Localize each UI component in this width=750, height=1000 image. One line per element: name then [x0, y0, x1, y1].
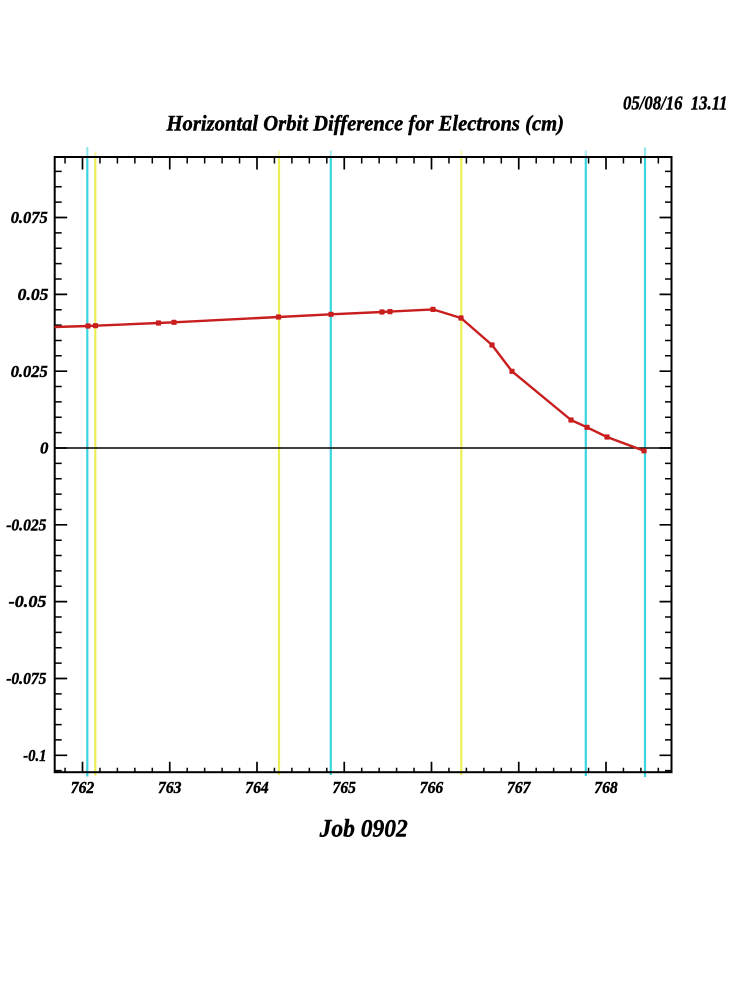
svg-text:765: 765 [333, 778, 357, 797]
svg-text:0.025: 0.025 [11, 362, 48, 381]
svg-text:762: 762 [71, 778, 95, 797]
svg-text:768: 768 [594, 778, 618, 797]
svg-text:-0.075: -0.075 [6, 669, 47, 688]
svg-text:0.05: 0.05 [18, 285, 49, 304]
svg-text:-0.1: -0.1 [23, 746, 46, 765]
svg-text:767: 767 [507, 778, 532, 797]
svg-text:Job 0902: Job 0902 [319, 814, 408, 843]
svg-text:0.075: 0.075 [11, 208, 48, 227]
svg-text:Horizontal Orbit Difference fo: Horizontal Orbit Difference for Electron… [166, 111, 564, 136]
svg-text:-0.025: -0.025 [6, 515, 47, 534]
svg-text:-0.05: -0.05 [9, 592, 47, 611]
svg-text:763: 763 [158, 778, 182, 797]
svg-text:05/08/16 13.11: 05/08/16 13.11 [623, 94, 728, 115]
svg-text:764: 764 [245, 778, 268, 797]
svg-text:766: 766 [420, 778, 444, 797]
svg-text:0: 0 [40, 439, 49, 458]
